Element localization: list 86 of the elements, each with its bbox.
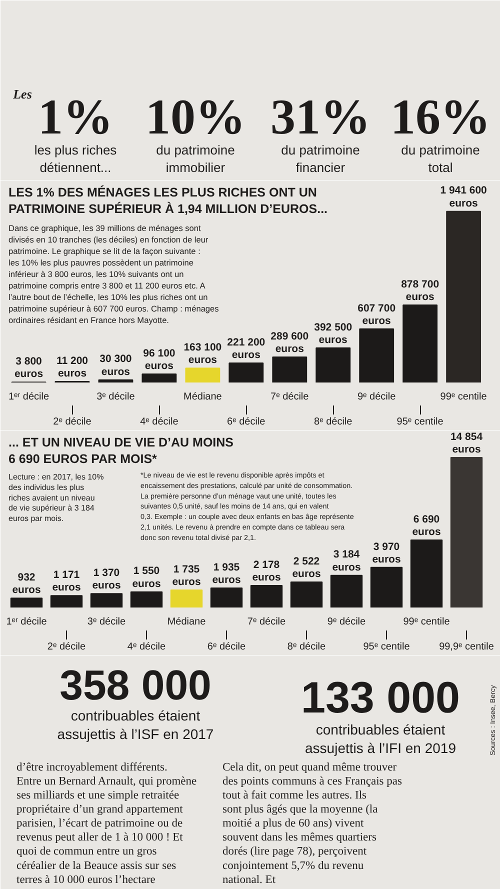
bar — [50, 595, 83, 608]
x-tick-label: 99,9ᵉ centile — [439, 642, 494, 652]
data-label: 11 200 euros — [56, 354, 88, 380]
text: du patrimoine total — [401, 142, 480, 175]
text: les plus riches détiennent... — [34, 142, 118, 175]
x-tick-label: 95ᵉ centile — [363, 642, 410, 652]
bar — [402, 304, 438, 382]
bar — [228, 362, 264, 382]
bar — [185, 368, 220, 382]
x-tick-label: 95ᵉ centile — [396, 416, 444, 428]
x-tick-label: 8ᵉ décile — [287, 642, 326, 652]
data-label: 2 178 euros — [252, 558, 281, 584]
x-tick-label: 6ᵉ décile — [207, 642, 246, 652]
data-label: 3 970 euros — [372, 540, 401, 566]
data-label: 289 600 euros — [270, 330, 309, 355]
data-label: 221 200 euros — [227, 336, 266, 361]
data-label: 2 522 euros — [292, 555, 321, 580]
text: 10% — [146, 88, 246, 144]
x-tick-label: 9ᵉ décile — [357, 392, 396, 402]
text: contribuables étaient assujettis à l’ISF en 2017 — [57, 708, 214, 742]
x-tick-label: 4ᵉ décile — [140, 416, 179, 428]
bar — [98, 379, 134, 382]
bar — [450, 457, 483, 608]
data-label: 1 935 euros — [212, 561, 241, 586]
text: Cela dit, on peut quand même trouver des points communs à ces Français pas tout à fait comme les autres. Ils sont plus âgés que la moyenne (la moitié a plus de 60 ans) vivent souvent dans les mêmes quartiers dorés (lire page 78), perçoivent conjointement 5,7% du revenu national. Et — [222, 762, 402, 886]
text: Dans ce graphique, les 39 millions de ménages sont divisés en 10 tranches (les déciles) en fonction de leur patrimoine. Le graphique se lit de la façon suivante : les 10% les plus pauvres possèdent un patrimoine inférieur à 3 800 euros, les 10% suivants ont un patrimoine compris entre 3 800 et 11 200 euros etc. A l’autre bout de l’échelle, les 10% les plus riches ont un patrimoine supérieur à 607 700 euros. Champ : ménages ordinaires résidant en France hors Mayotte. — [8, 222, 219, 325]
data-label: 3 184 euros — [332, 548, 361, 574]
bar — [446, 210, 481, 382]
text: Les — [12, 86, 32, 102]
text: 1% — [38, 88, 113, 144]
bar — [142, 374, 177, 382]
x-tick-label: 4ᵉ décile — [127, 642, 166, 652]
bar — [370, 566, 403, 608]
data-label: 1 735 euros — [172, 563, 201, 588]
data-label: 163 100 euros — [184, 342, 222, 366]
data-label: 14 854 euros — [450, 430, 483, 456]
data-label: 3 800 euros — [14, 356, 44, 380]
bar — [130, 591, 163, 608]
x-tick-label: 1ᵉʳ décile — [6, 616, 48, 628]
data-label: 96 100 euros — [143, 347, 176, 372]
bar — [359, 328, 394, 382]
text: 133 000 — [300, 674, 460, 722]
chart-title: ... ET UN NIVEAU DE VIE D’AU MOINS 6 690 EUROS PAR MOIS* — [8, 435, 234, 466]
text: 16% — [390, 88, 490, 144]
data-label: 1 171 euros — [52, 569, 81, 594]
data-label: 1 550 euros — [132, 565, 161, 590]
x-tick-label: 2ᵉ décile — [47, 642, 86, 652]
x-tick-label: 99ᵉ centile — [403, 616, 450, 628]
x-tick-label: 9ᵉ décile — [327, 616, 366, 628]
x-tick-label: 6ᵉ décile — [227, 416, 266, 428]
data-label: 878 700 euros — [401, 278, 440, 304]
x-tick-label: 3ᵉ décile — [96, 392, 136, 402]
x-tick-label: 7ᵉ décile — [247, 616, 286, 628]
x-tick-label: 2ᵉ décile — [53, 416, 92, 428]
text: 358 000 — [60, 662, 212, 708]
bar — [316, 347, 351, 382]
text: du patrimoine financier — [281, 142, 360, 175]
x-tick-label: Médiane — [167, 616, 206, 628]
x-tick-label: Médiane — [183, 392, 222, 402]
annotation: Lecture : en 2017, les 10% des individus les plus riches avaient un niveau de vie supérieur à 3 184 euros par mois. — [8, 472, 104, 523]
x-tick-label: 99ᵉ centile — [440, 392, 488, 402]
data-label: 932 euros — [12, 571, 41, 596]
chart-title: LES 1% DES MÉNAGES LES PLUS RICHES ONT UN PATRIMOINE SUPÉRIEUR À 1,94 MILLION D’EUROS... — [8, 184, 328, 216]
x-tick-label: 7ᵉ décile — [270, 392, 310, 402]
data-label: 607 700 euros — [358, 302, 396, 327]
bar — [90, 593, 123, 608]
x-tick-label: 8ᵉ décile — [314, 416, 353, 428]
bar — [250, 585, 283, 608]
bar — [330, 574, 363, 608]
bar — [210, 587, 243, 608]
x-tick-label: 3ᵉ décile — [87, 616, 126, 628]
data-label: 1 941 600 euros — [440, 184, 488, 210]
bar — [272, 356, 308, 382]
data-label: 30 300 euros — [100, 353, 132, 378]
data-label: 392 500 euros — [314, 321, 352, 346]
data-label: 1 370 euros — [92, 567, 121, 592]
bar — [290, 582, 323, 608]
bar — [10, 598, 43, 608]
data-label: 6 690 euros — [412, 513, 441, 538]
bar — [410, 539, 443, 608]
text: d’être incroyablement différents. Entre un Bernard Arnault, qui promène ses milliards et une simple retraitée propriétaire d’un grand appartement parisien, l’écart de patrimoine ou de revenus peut aller de 1 à 10 000 ! Et quoi de commun entre un gros céréalier de la Beauce assis sur ses terres à 10 000 euros l’hectare — [16, 762, 197, 886]
text: contribuables étaient assujettis à l’IFI en 2019 — [305, 722, 456, 756]
x-tick-label: 1ᵉʳ décile — [8, 392, 50, 402]
text: du patrimoine immobilier — [156, 142, 235, 175]
text: 31% — [270, 88, 370, 144]
bar — [170, 589, 203, 608]
